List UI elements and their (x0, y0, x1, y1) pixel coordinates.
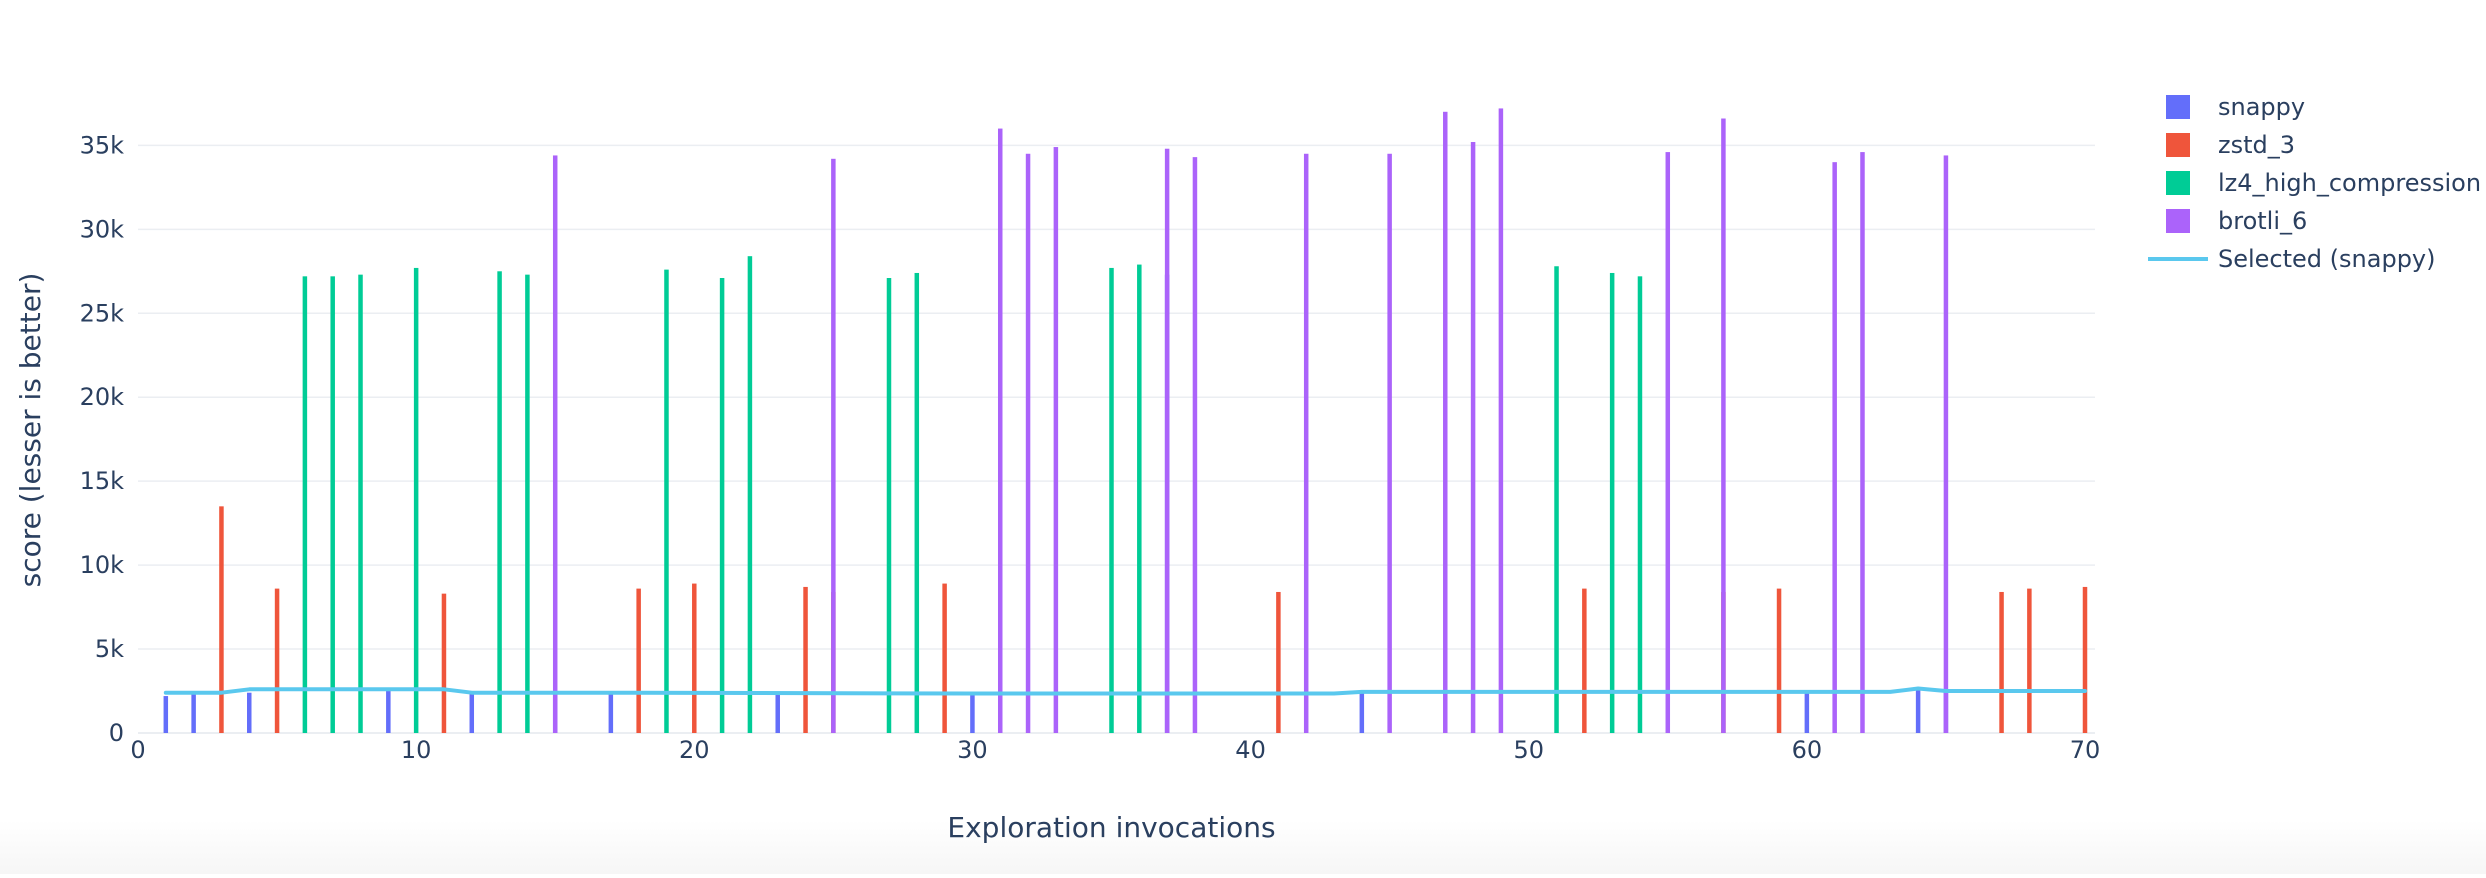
bar-lz4-high-compression[interactable] (1137, 264, 1142, 733)
bar-lz4-high-compression[interactable] (497, 271, 502, 733)
y-tick-label: 20k (80, 383, 125, 411)
bar-lz4-high-compression[interactable] (914, 272, 920, 733)
bar-zstd-3[interactable] (219, 506, 224, 733)
x-axis-title: Exploration invocations (947, 811, 1275, 844)
bar-brotli-6[interactable] (1387, 153, 1392, 733)
y-tick-label: 30k (80, 215, 125, 243)
x-tick-label: 70 (2070, 736, 2101, 764)
legend-swatch (2166, 171, 2190, 195)
legend-item-zstd-3[interactable]: zstd_3 (2166, 131, 2295, 159)
bar-zstd-3[interactable] (942, 583, 947, 733)
bar-zstd-3[interactable] (803, 586, 808, 733)
bar-brotli-6[interactable] (1498, 108, 1504, 733)
bar-lz4-high-compression[interactable] (1609, 272, 1615, 733)
legend[interactable]: snappy zstd_3 lz4_high_compression brotli_6… (2148, 93, 2481, 273)
bar-zstd-3[interactable] (2082, 586, 2088, 733)
x-axis: 0 10 20 30 40 50 60 70 (130, 736, 2100, 764)
bar-brotli-6[interactable] (1025, 153, 1031, 733)
selected-line-layer (163, 686, 2087, 696)
line-selected-snappy[interactable] (163, 686, 2087, 696)
bar-zstd-3[interactable] (1276, 591, 1281, 733)
y-tick-label: 15k (80, 467, 125, 495)
bar-brotli-6[interactable] (1192, 157, 1198, 734)
bar-lz4-high-compression[interactable] (525, 274, 530, 733)
bar-brotli-6[interactable] (1665, 152, 1671, 733)
y-tick-label: 5k (95, 635, 124, 663)
bar-lz4-high-compression[interactable] (302, 276, 308, 733)
bar-zstd-3[interactable] (2027, 588, 2032, 733)
bar-zstd-3[interactable] (274, 588, 280, 733)
bar-zstd-3[interactable] (692, 583, 697, 733)
bar-zstd-3[interactable] (1776, 588, 1782, 733)
bar-lz4-high-compression[interactable] (1554, 266, 1559, 733)
bar-brotli-6[interactable] (1303, 153, 1309, 733)
y-tick-label: 25k (80, 299, 125, 327)
legend-label: Selected (snappy) (2218, 245, 2436, 273)
bar-brotli-6[interactable] (831, 158, 836, 734)
x-tick-label: 40 (1235, 736, 1266, 764)
bar-zstd-3[interactable] (636, 588, 641, 733)
bar-snappy[interactable] (970, 692, 975, 733)
bar-zstd-3[interactable] (1999, 591, 2004, 733)
legend-swatch (2166, 95, 2190, 119)
bar-snappy[interactable] (191, 694, 196, 733)
y-tick-label: 35k (80, 131, 125, 159)
bar-zstd-3[interactable] (1582, 588, 1587, 733)
legend-swatch (2166, 133, 2190, 157)
bar-brotli-6[interactable] (1721, 118, 1726, 734)
x-tick-label: 20 (679, 736, 710, 764)
bar-lz4-high-compression[interactable] (886, 278, 892, 733)
bar-lz4-high-compression[interactable] (330, 276, 335, 733)
bar-lz4-high-compression[interactable] (413, 267, 419, 733)
x-tick-label: 30 (957, 736, 988, 764)
y-axis-title: score (lesser is better) (14, 273, 47, 588)
legend-swatch (2166, 209, 2190, 233)
bar-brotli-6[interactable] (1860, 152, 1865, 733)
bar-snappy[interactable] (469, 692, 475, 733)
bar-brotli-6[interactable] (1470, 142, 1476, 734)
x-tick-label: 0 (130, 736, 145, 764)
legend-item-lz4-high-compression[interactable]: lz4_high_compression (2166, 169, 2481, 197)
legend-label: zstd_3 (2218, 131, 2295, 159)
bar-snappy[interactable] (1359, 691, 1365, 733)
bar-brotli-6[interactable] (997, 128, 1003, 733)
bar-lz4-high-compression[interactable] (664, 269, 669, 733)
x-tick-label: 10 (401, 736, 432, 764)
y-tick-label: 10k (80, 551, 125, 579)
legend-label: brotli_6 (2218, 207, 2307, 235)
bar-brotli-6[interactable] (1832, 162, 1837, 733)
legend-item-snappy[interactable]: snappy (2166, 93, 2305, 121)
y-axis: 0 5k 10k 15k 20k 25k 30k 35k (80, 131, 125, 747)
bar-snappy[interactable] (386, 691, 391, 733)
bar-brotli-6[interactable] (1943, 155, 1949, 733)
bar-lz4-high-compression[interactable] (1109, 267, 1114, 733)
bar-lz4-high-compression[interactable] (719, 278, 725, 733)
bar-snappy[interactable] (1915, 689, 1921, 733)
legend-label: snappy (2218, 93, 2305, 121)
grid-layer (138, 144, 2095, 734)
bar-brotli-6[interactable] (1053, 147, 1059, 733)
plot-area (163, 108, 2088, 734)
bar-zstd-3[interactable] (441, 593, 447, 733)
legend-label: lz4_high_compression (2218, 169, 2481, 197)
bar-snappy[interactable] (163, 696, 169, 733)
legend-item-brotli-6[interactable]: brotli_6 (2166, 207, 2307, 235)
bar-snappy[interactable] (775, 692, 780, 733)
bar-snappy[interactable] (608, 694, 614, 733)
bar-lz4-high-compression[interactable] (358, 274, 363, 733)
bar-snappy[interactable] (1804, 691, 1810, 733)
bar-lz4-high-compression[interactable] (747, 256, 753, 733)
y-tick-label: 0 (109, 719, 124, 747)
bar-brotli-6[interactable] (1443, 111, 1448, 733)
bar-brotli-6[interactable] (552, 155, 558, 733)
bar-lz4-high-compression[interactable] (1637, 276, 1643, 733)
x-tick-label: 60 (1792, 736, 1823, 764)
legend-item-selected-snappy[interactable]: Selected (snappy) (2148, 245, 2436, 273)
x-tick-label: 50 (1513, 736, 1544, 764)
bar-brotli-6[interactable] (1164, 148, 1170, 733)
bar-snappy[interactable] (247, 692, 252, 733)
